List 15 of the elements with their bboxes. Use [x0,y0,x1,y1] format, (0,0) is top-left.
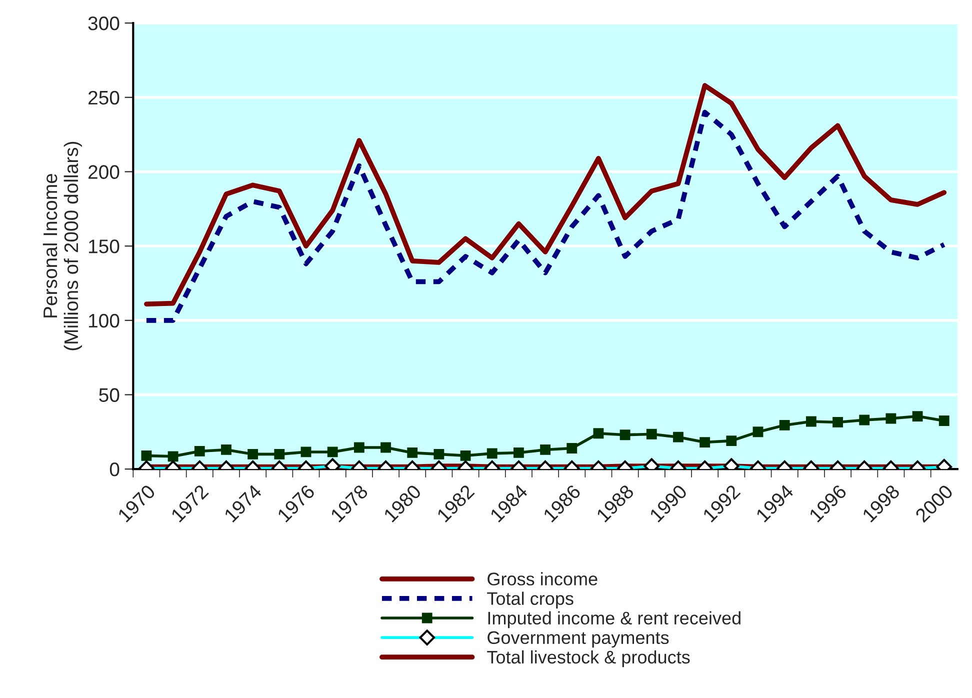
legend-label: Gross income [488,572,598,586]
y-tick-label: 100 [89,314,120,328]
y-tick-label: 300 [88,16,120,30]
line-series [144,83,947,306]
y-tick-label: 0 [110,462,120,476]
y-axis-title: Personal Income (Millions of 2000 dollars) [42,142,82,350]
y-tick-label: 150 [89,240,120,254]
legend-label: Total crops [487,592,574,609]
legend-label: Government payments [488,631,669,648]
y-tick-label: 250 [88,90,120,105]
legend-label: Total livestock & products [487,650,690,668]
line-series [144,110,947,323]
y-tick-label: 50 [99,388,120,402]
y-tick-label: 200 [88,165,120,179]
legend-label: Imputed income & rent received [488,611,740,628]
